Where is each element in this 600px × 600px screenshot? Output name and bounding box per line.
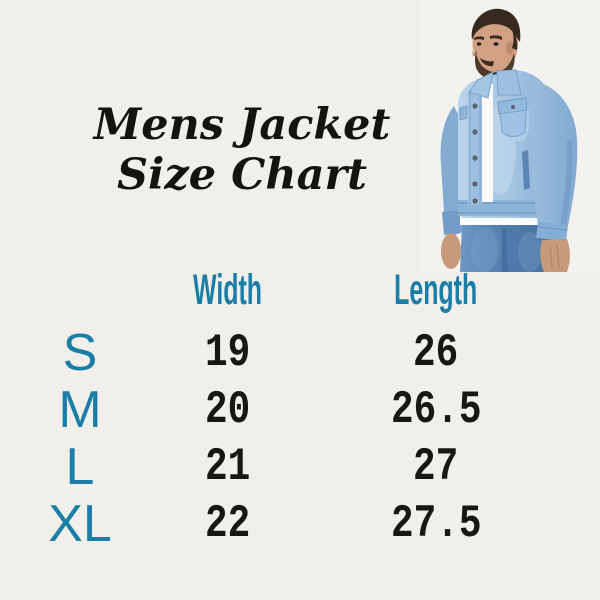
width-value: 20: [204, 383, 251, 436]
size-label: M: [58, 380, 102, 439]
table-row-l: L 21 27: [0, 437, 580, 496]
model-photo: [420, 0, 600, 272]
size-table: Width Length S 19 26 M 20 26.5 L 21 27 X…: [0, 264, 580, 553]
width-value: 22: [204, 497, 251, 550]
table-header-row: Width Length: [0, 264, 580, 316]
length-value: 27: [413, 440, 459, 493]
title-line-1: Mens Jacket: [93, 100, 391, 150]
size-label: XL: [48, 494, 112, 553]
table-row-m: M 20 26.5: [0, 380, 580, 439]
width-value: 19: [204, 326, 251, 379]
table-row-xl: XL 22 27.5: [0, 494, 580, 553]
page-title: Mens Jacket Size Chart: [32, 100, 452, 200]
table-row-s: S 19 26: [0, 323, 580, 382]
column-header-width: Width: [192, 265, 263, 314]
length-value: 26.5: [390, 383, 482, 436]
size-label: L: [65, 437, 95, 496]
size-label: S: [62, 323, 98, 382]
width-value: 21: [204, 440, 251, 493]
length-value: 27.5: [390, 497, 482, 550]
length-value: 26: [413, 326, 459, 379]
title-line-2: Size Chart: [116, 150, 367, 200]
column-header-length: Length: [394, 265, 478, 314]
denim-jacket-man-illustration: [420, 0, 600, 272]
